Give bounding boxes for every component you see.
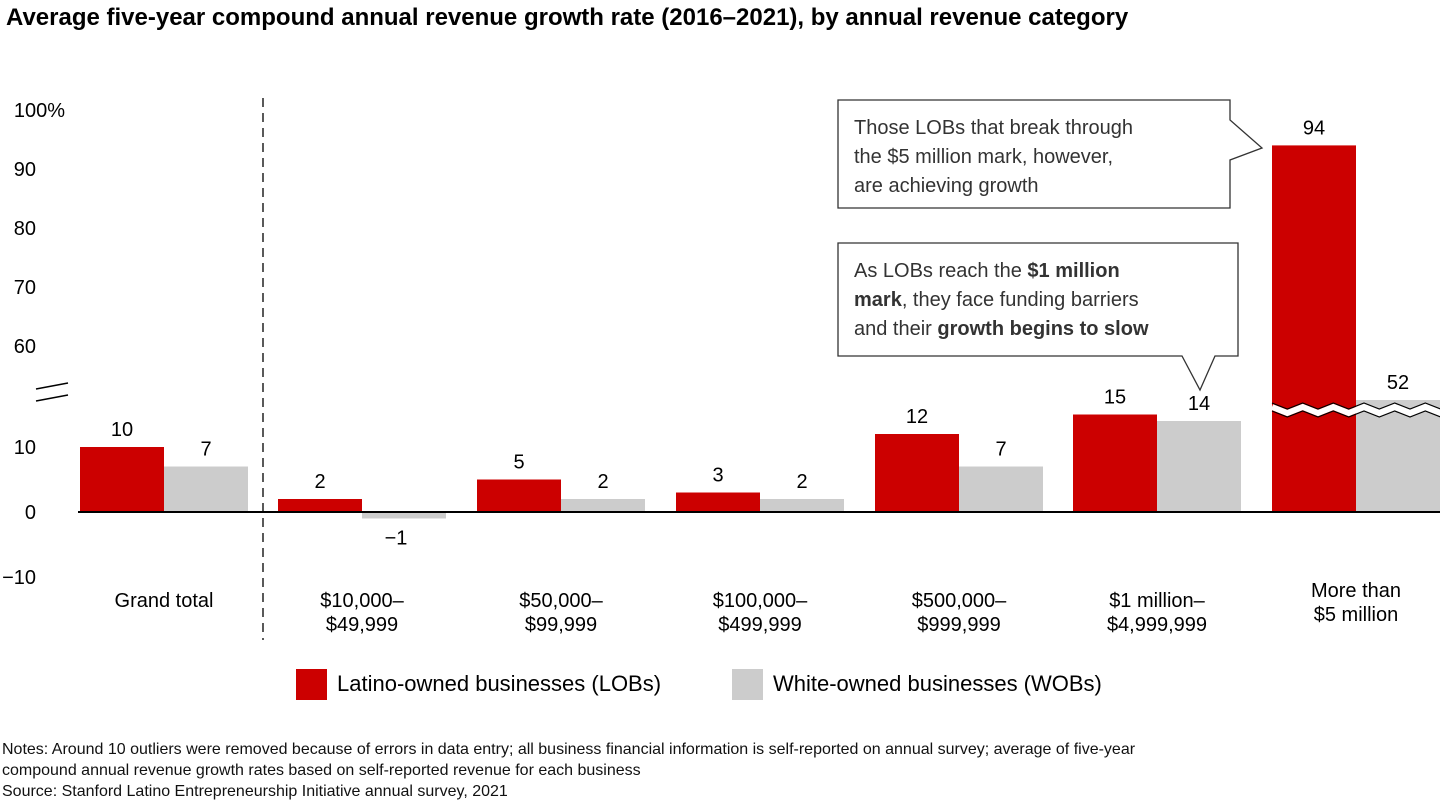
y-tick-label: 10 [14,437,36,459]
value-label: 7 [200,439,211,461]
callout-text-span: As LOBs reach the [854,260,1027,282]
bar-break-gap [1270,403,1440,417]
axis-break-mark [35,394,69,402]
category-label: $5 million [1314,604,1398,626]
y-tick-label: 0 [25,502,36,524]
y-tick-label: 60 [14,336,36,358]
category-label: $4,999,999 [1107,614,1207,636]
bar-wob [561,499,645,512]
value-label: 3 [712,465,723,487]
bar-lob [875,434,959,512]
y-tick-label: 80 [14,218,36,240]
value-label: −1 [385,528,408,550]
value-label: 2 [597,471,608,493]
category-label: $10,000– [320,590,404,612]
y-tick-label: −10 [2,567,36,589]
legend-label-lob: Latino-owned businesses (LOBs) [337,671,662,696]
bar-lob [1272,145,1356,512]
bar-wob [1157,421,1241,512]
y-tick-label: 70 [14,277,36,299]
callout-upper-box [837,99,1264,209]
callout-text-span: , they face funding barriers [902,289,1139,311]
legend: Latino-owned businesses (LOBs) [296,667,661,701]
bar-chart: 10 0 −10 100% 90 80 70 60 10 2 5 3 12 15 94 7 −1 2 2 7 14 52 G… [2,98,1440,640]
bar-lob [676,492,760,512]
bar-break-line [1271,410,1440,418]
value-label: 10 [111,419,133,441]
notes-line-2: compound annual revenue growth rates bas… [2,762,641,779]
value-label: 2 [796,471,807,493]
callout-lower-line: and their growth begins to slow [854,318,1149,340]
legend-swatch-wob [732,668,763,700]
category-label: More than [1311,580,1401,602]
bar-wob [362,512,446,519]
callout-upper-line: the $5 million mark, however, [854,146,1113,168]
bar-lob [278,499,362,512]
callout-text-span: growth begins to slow [937,318,1149,340]
notes-line-1: Notes: Around 10 outliers were removed b… [2,741,1136,758]
value-label: 2 [314,471,325,493]
category-label: $1 million– [1109,590,1205,612]
callout-upper-line: Those LOBs that break through [854,117,1133,139]
value-label: 94 [1303,117,1325,139]
legend-label-wob: White-owned businesses (WOBs) [773,671,1102,696]
bar-lob [80,447,164,512]
category-label: $49,999 [326,614,398,636]
legend-swatch-lob [296,668,327,700]
category-label: $499,999 [718,614,801,636]
value-label: 52 [1387,372,1409,394]
legend-wob: White-owned businesses (WOBs) [732,667,1102,701]
category-label: $99,999 [525,614,597,636]
bar-wob [1356,400,1440,512]
category-label: $999,999 [917,614,1000,636]
callout-lower-line: As LOBs reach the $1 million [854,260,1120,282]
category-label: $50,000– [519,590,603,612]
value-label: 5 [513,452,524,474]
bar-break-line [1271,402,1440,410]
value-label: 14 [1188,393,1210,415]
value-label: 15 [1104,387,1126,409]
callout-upper-line: are achieving growth [854,175,1039,197]
callout-text-span: $1 million [1027,260,1119,282]
source-line: Source: Stanford Latino Entrepreneurship… [2,783,508,800]
value-label: 12 [906,406,928,428]
category-label: $500,000– [912,590,1007,612]
bar-lob [1073,414,1157,512]
y-tick-label: 90 [14,159,36,181]
callout-lower-box [837,242,1239,392]
callout-text-span: and their [854,318,937,340]
y-tick-label: 100% [14,100,65,122]
notes: Notes: Around 10 outliers were removed b… [2,739,1438,802]
callout-text-span: mark [854,289,903,311]
value-label: 7 [995,439,1006,461]
chart-title: Average five-year compound annual revenu… [6,4,1129,31]
bar-wob [959,466,1043,512]
bar-wob [760,499,844,512]
axis-break-mark [35,382,69,390]
callout-lower-line: mark, they face funding barriers [854,289,1139,311]
category-label: Grand total [115,590,214,612]
bar-lob [477,479,561,512]
category-label: $100,000– [713,590,808,612]
bar-wob [164,466,248,512]
